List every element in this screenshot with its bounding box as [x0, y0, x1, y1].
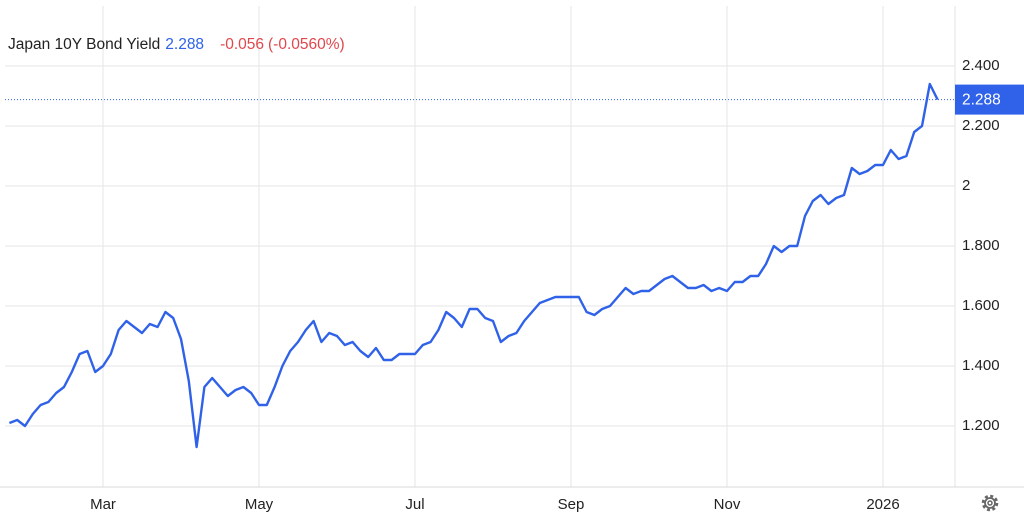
y-tick-label: 1.200: [962, 417, 1000, 434]
gear-body: [984, 497, 996, 509]
y-tick-label: 1.800: [962, 237, 1000, 254]
x-tick-label: Mar: [90, 496, 116, 513]
y-tick-label: 2: [962, 177, 970, 194]
x-tick-label: Nov: [714, 496, 741, 513]
change: -0.056: [220, 36, 264, 53]
settings-icon[interactable]: [981, 494, 999, 512]
last-value-label: 2.288: [962, 92, 1001, 109]
y-tick-label: 2.400: [962, 57, 1000, 74]
x-tick-label: Jul: [405, 496, 424, 513]
last-value-tag: [955, 84, 1024, 115]
data-line: [8, 82, 939, 449]
x-tick-label: Sep: [558, 496, 585, 513]
y-tick-label: 1.400: [962, 357, 1000, 374]
x-tick-label: May: [245, 496, 274, 513]
chart-title: Japan 10Y Bond Yield: [8, 36, 160, 53]
y-tick-label: 1.600: [962, 297, 1000, 314]
y-tick-label: 2.200: [962, 117, 1000, 134]
x-tick-label: 2026: [866, 496, 899, 513]
last-value: 2.288: [165, 36, 204, 53]
change-percent: (-0.0560%): [268, 36, 345, 53]
gear-teeth: [981, 494, 999, 512]
gear-hole: [987, 500, 993, 506]
